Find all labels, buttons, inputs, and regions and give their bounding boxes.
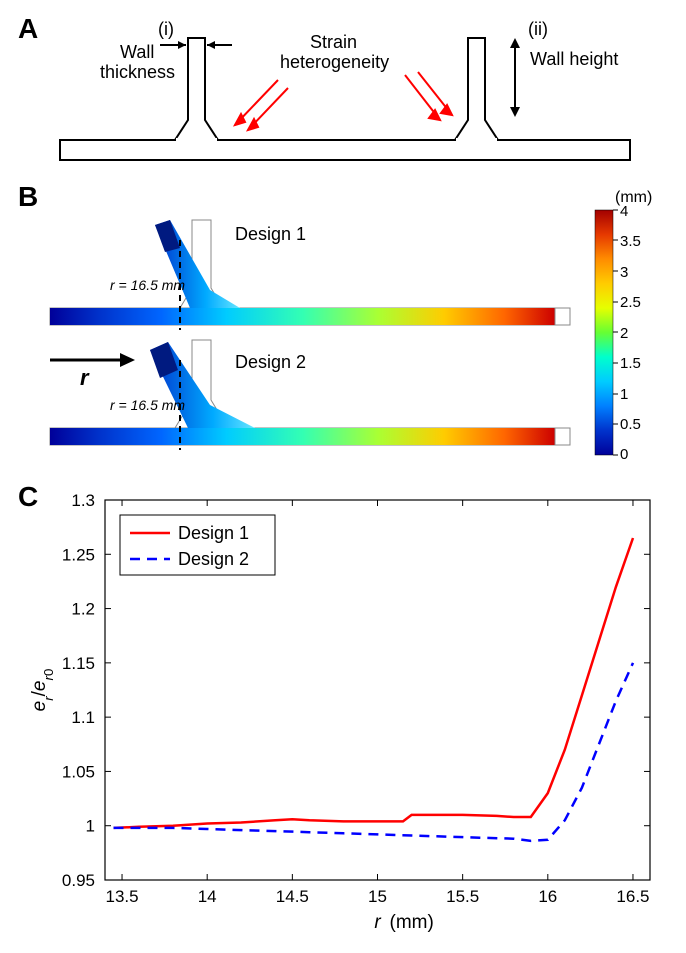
r-arrow-group: r — [50, 353, 135, 390]
wall-thickness-i: (i) — [158, 19, 174, 39]
strain-text2: heterogeneity — [280, 52, 389, 72]
xtick-label: 16.5 — [616, 887, 649, 906]
svg-text:3.5: 3.5 — [620, 233, 641, 250]
colorbar — [595, 210, 613, 455]
panel-b-label: B — [18, 181, 38, 212]
strain-text1: Strain — [310, 32, 357, 52]
design1-label: Design 1 — [235, 224, 306, 244]
xtick-label: 15.5 — [446, 887, 479, 906]
wall-height-text: Wall height — [530, 49, 618, 69]
wall-height-ii: (ii) — [528, 19, 548, 39]
svg-text:2: 2 — [620, 325, 628, 342]
svg-text:0.5: 0.5 — [620, 416, 641, 433]
svg-text:2.5: 2.5 — [620, 294, 641, 311]
xtick-label: 13.5 — [105, 887, 138, 906]
ytick-label: 1.25 — [62, 545, 95, 564]
design-1-group: Design 1 r = 16.5 mm — [50, 220, 570, 330]
panel-b: B Design 1 r = 16.5 mm r Design 2 r = 16… — [10, 180, 676, 480]
ylabel: er/er0 — [29, 669, 56, 712]
panel-c-label: C — [18, 481, 38, 512]
svg-text:1.5: 1.5 — [620, 355, 641, 372]
ytick-label: 1 — [86, 817, 95, 836]
legend-label-2: Design 2 — [178, 549, 249, 569]
svg-text:1: 1 — [620, 386, 628, 403]
design2-label: Design 2 — [235, 352, 306, 372]
strain-arrow-group — [235, 72, 452, 130]
colorbar-ticks: 4 3.5 3 2.5 2 1.5 1 0.5 0 — [620, 203, 641, 463]
xtick-label: 15 — [368, 887, 387, 906]
xtick-label: 16 — [538, 887, 557, 906]
ytick-label: 1.1 — [71, 708, 95, 727]
ytick-label: 1.2 — [71, 600, 95, 619]
xtick-label: 14.5 — [276, 887, 309, 906]
wall-thickness-text1: Wall — [120, 42, 154, 62]
ytick-label: 1.3 — [71, 491, 95, 510]
legend-label-1: Design 1 — [178, 523, 249, 543]
panel-a-label: A — [18, 13, 38, 44]
r-axis-label: r — [80, 365, 90, 390]
xtick-label: 14 — [198, 887, 217, 906]
wall-thickness-text2: thickness — [100, 62, 175, 82]
design-2-group: Design 2 r = 16.5 mm — [50, 340, 570, 450]
r-mark1-text: r = 16.5 mm — [110, 277, 185, 293]
panel-c-chart: C 13.5 14 14.5 15 15.5 16 16.5 0.95 1 1.05 1.1 1.15… — [10, 480, 676, 943]
ytick-label: 1.05 — [62, 762, 95, 781]
ytick-label: 0.95 — [62, 871, 95, 890]
svg-text:0: 0 — [620, 446, 628, 463]
r-mark2-text: r = 16.5 mm — [110, 397, 185, 413]
xlabel-r: r — [374, 912, 381, 933]
panel-a: A (i) Wall thickness Strain heterogeneit… — [10, 10, 676, 180]
svg-text:4: 4 — [620, 203, 628, 220]
svg-text:3: 3 — [620, 264, 628, 281]
ytick-label: 1.15 — [62, 654, 95, 673]
colorbar-tick-marks — [613, 210, 618, 455]
plot-area: 13.5 14 14.5 15 15.5 16 16.5 0.95 1 1.05 1.1 1.15 1.… — [29, 491, 650, 933]
xlabel-unit: (mm) — [390, 912, 434, 933]
